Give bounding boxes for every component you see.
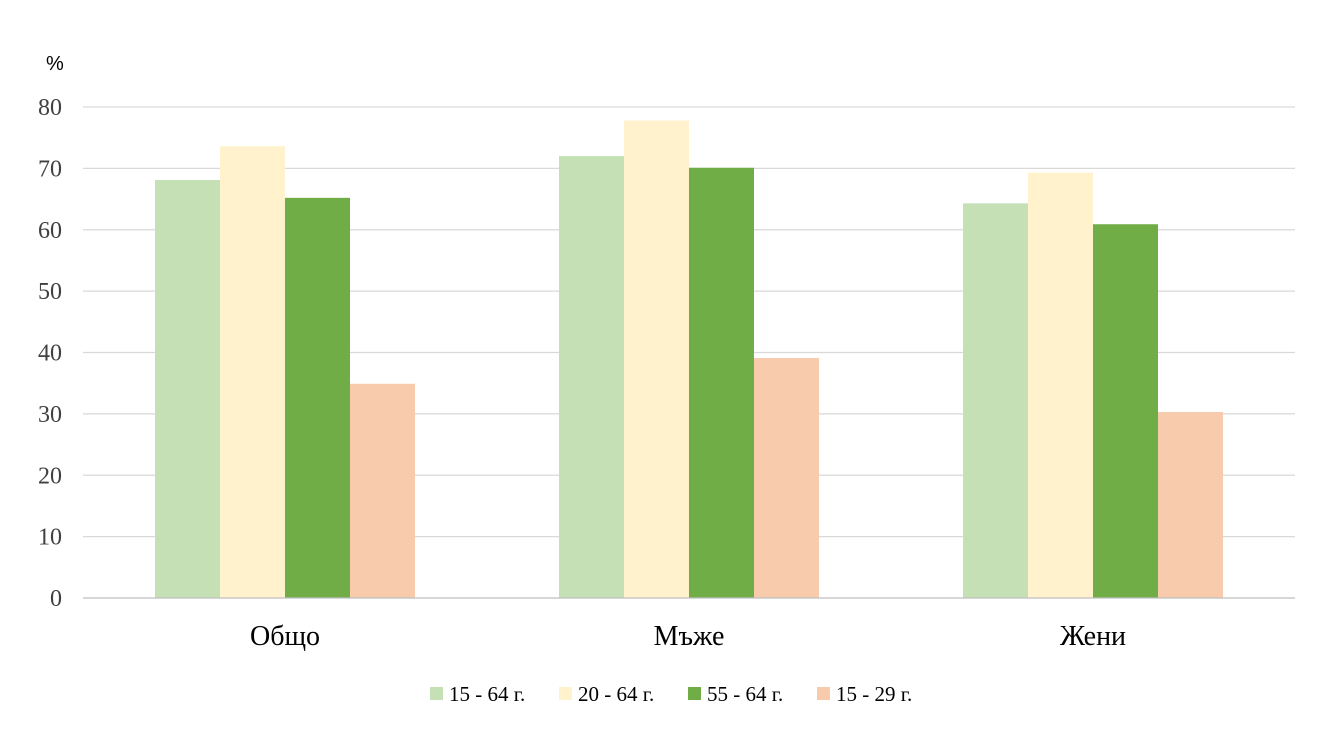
category-label: Жени [1060, 621, 1126, 652]
bar-3-1 [963, 203, 1028, 598]
legend-swatch [817, 687, 830, 700]
legend-label: 15 - 29 г. [836, 682, 912, 706]
y-tick-label: 0 [50, 586, 62, 612]
legend-swatch [559, 687, 572, 700]
category-labels: Общо Мъже Жени [250, 621, 1126, 652]
bar-2-4 [754, 358, 819, 598]
bar-3-3 [1093, 224, 1158, 598]
legend-label: 20 - 64 г. [578, 682, 654, 706]
y-tick-label: 60 [38, 218, 62, 244]
legend-item: 20 - 64 г. [559, 682, 654, 706]
legend-label: 55 - 64 г. [707, 682, 783, 706]
y-tick-label: 20 [38, 463, 62, 489]
legend: 15 - 64 г. 20 - 64 г. 55 - 64 г. 15 - 29 г. [430, 682, 912, 706]
legend-label: 15 - 64 г. [449, 682, 525, 706]
y-axis-tick-labels: 0 10 20 30 40 50 60 70 80 [38, 95, 62, 612]
bar-2-3 [689, 167, 754, 599]
y-tick-label: 80 [38, 95, 62, 121]
bar-1-2 [220, 146, 285, 598]
category-label: Мъже [654, 621, 725, 652]
category-label: Общо [250, 621, 320, 652]
legend-swatch [430, 687, 443, 700]
y-tick-label: 40 [38, 341, 62, 367]
y-tick-label: 10 [38, 525, 62, 551]
legend-swatch [688, 687, 701, 700]
legend-item: 15 - 29 г. [817, 682, 912, 706]
y-tick-label: 50 [38, 279, 62, 305]
y-tick-label: 30 [38, 402, 62, 428]
bar-2-2 [624, 120, 689, 598]
y-tick-label: 70 [38, 156, 62, 182]
bar-1-3 [285, 197, 350, 598]
legend-item: 55 - 64 г. [688, 682, 783, 706]
bar-1-1 [155, 180, 220, 598]
legend-item: 15 - 64 г. [430, 682, 525, 706]
bar-3-2 [1028, 172, 1093, 598]
bar-2-1 [559, 156, 624, 598]
y-axis-unit-label: % [46, 53, 64, 75]
bars [155, 120, 1223, 599]
bar-1-4 [350, 383, 415, 598]
bar-3-4 [1158, 412, 1223, 598]
